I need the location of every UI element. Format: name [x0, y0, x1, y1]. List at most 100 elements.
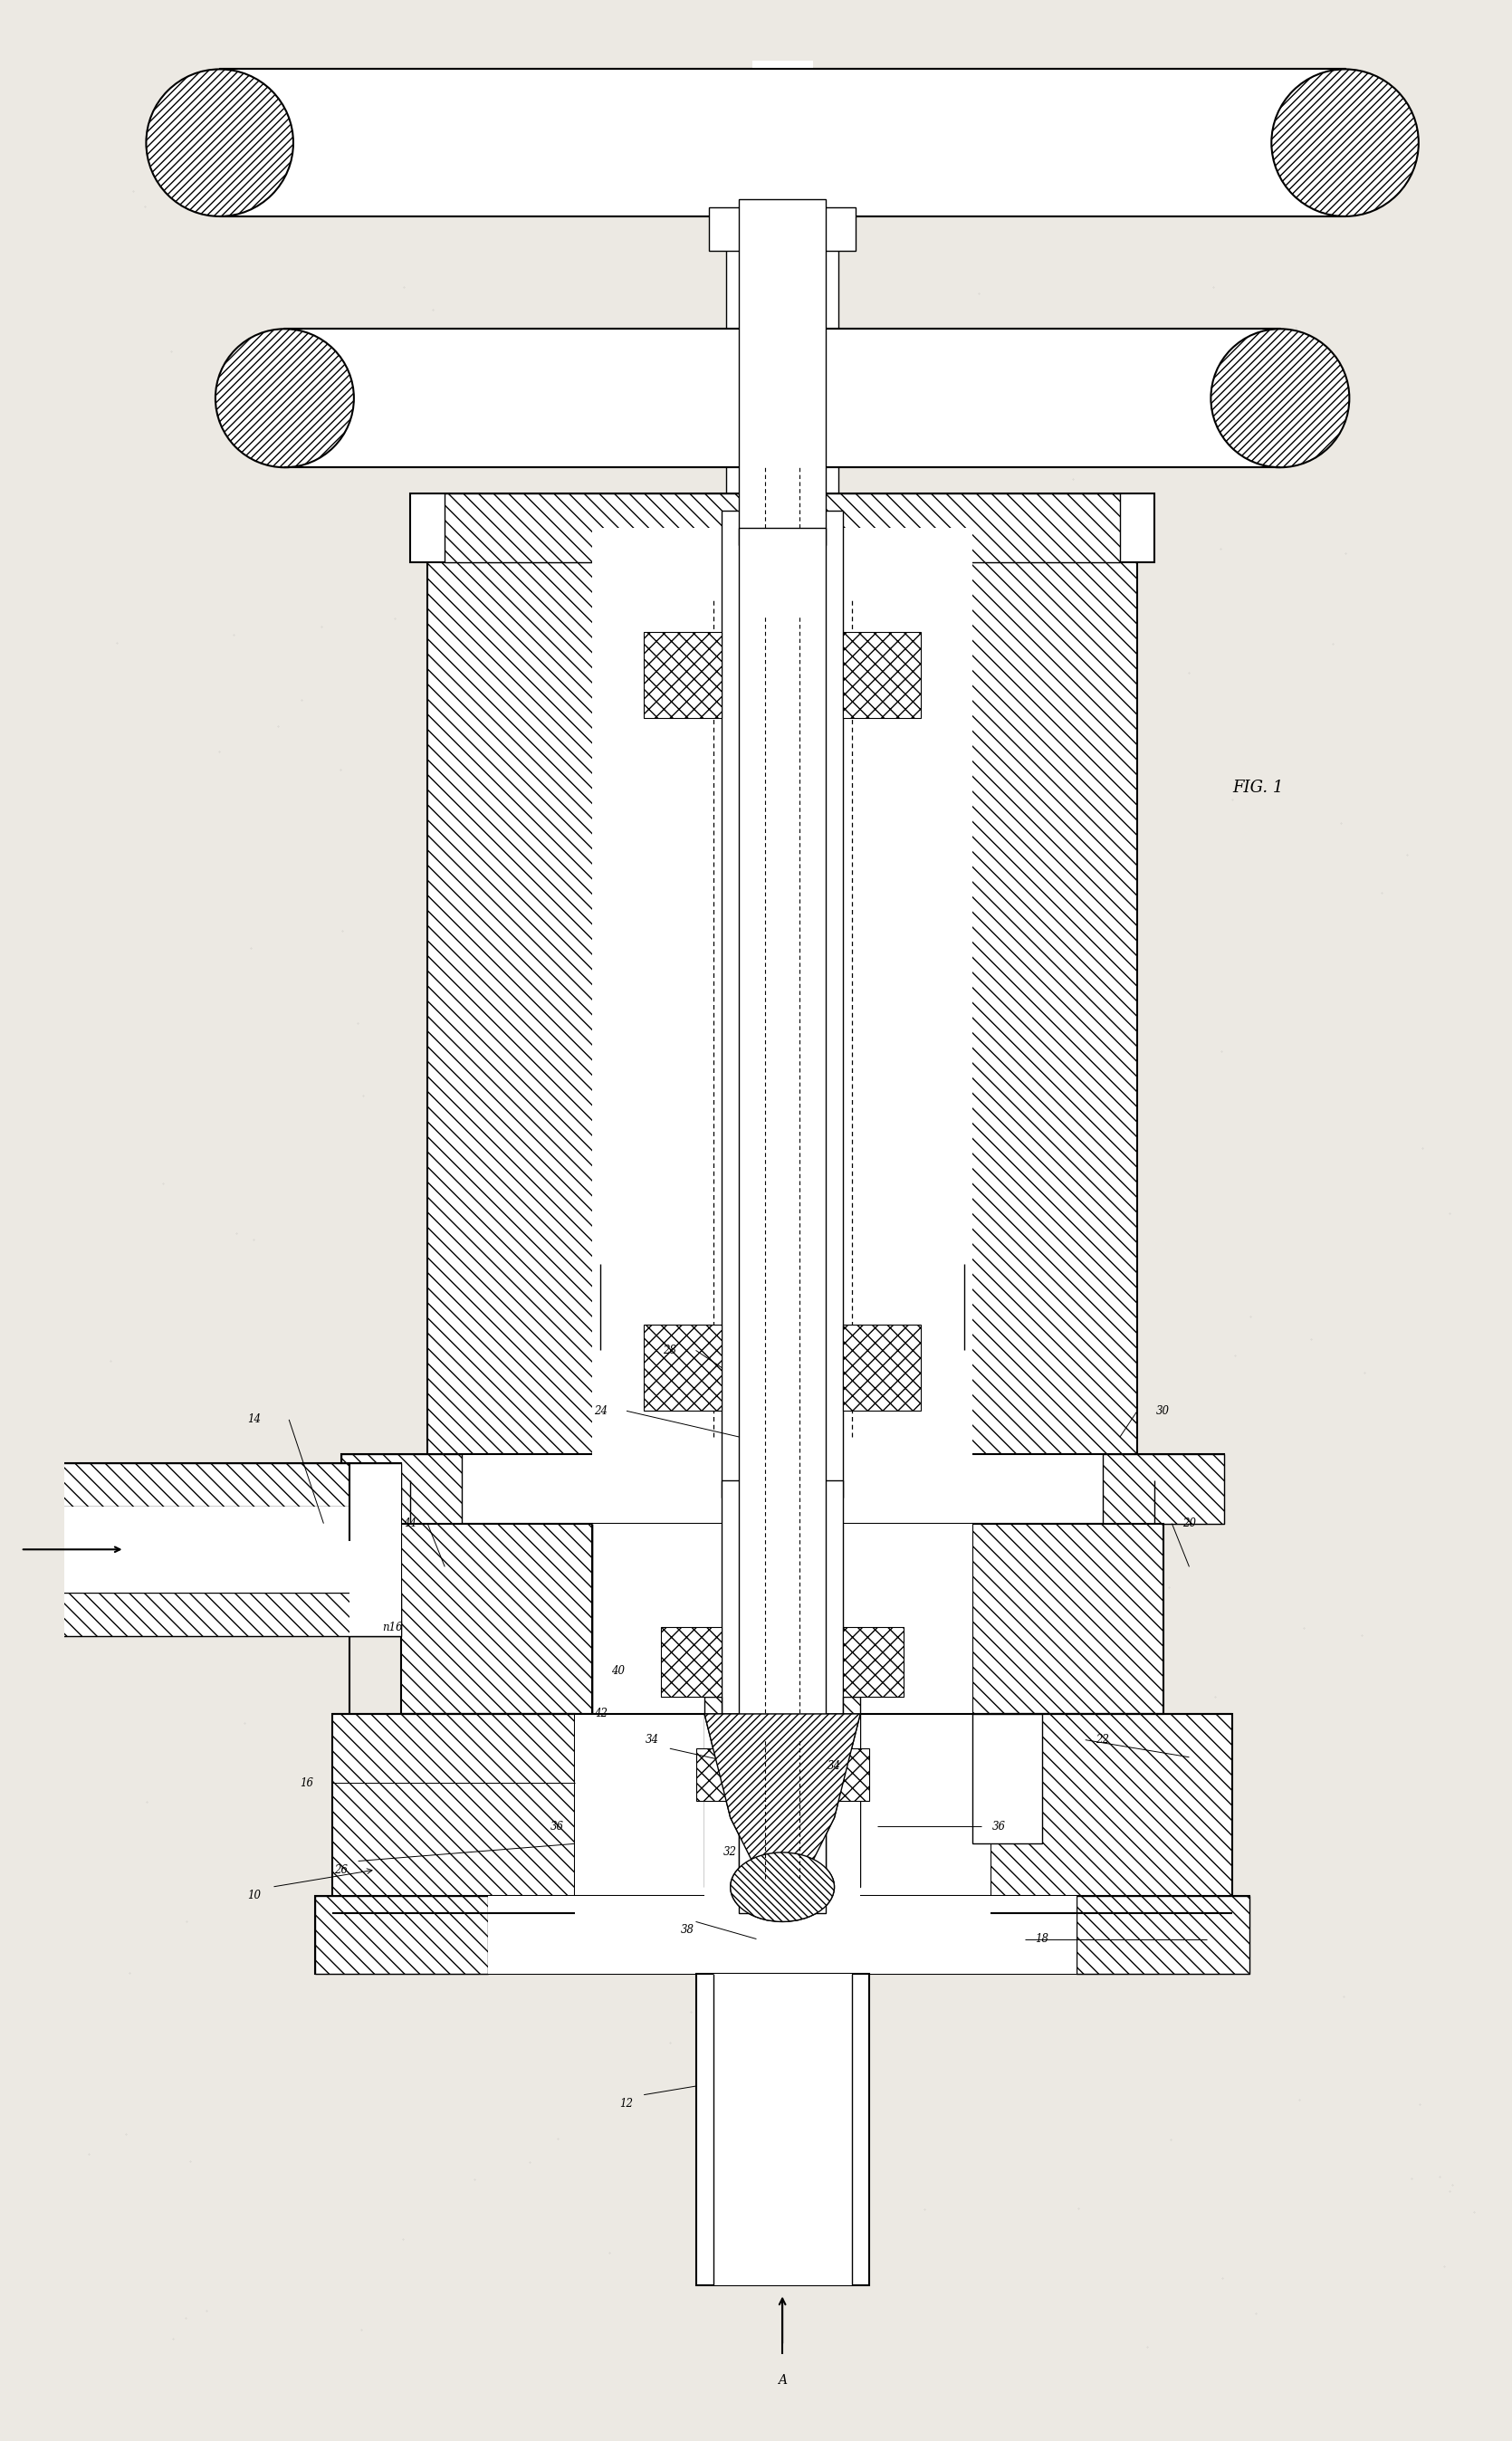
- Point: [969, 1943, 993, 1982]
- Point: [478, 1616, 502, 1655]
- Point: [649, 1457, 673, 1496]
- Point: [1004, 935, 1028, 974]
- Bar: [726, 200, 839, 347]
- Bar: [705, 1714, 860, 1914]
- Point: [1334, 535, 1358, 574]
- Point: [1238, 1296, 1263, 1335]
- Point: [1098, 1618, 1122, 1657]
- Point: [689, 2126, 714, 2165]
- Ellipse shape: [215, 330, 354, 466]
- Point: [1067, 1728, 1092, 1767]
- Point: [104, 622, 129, 662]
- Point: [349, 2309, 373, 2348]
- Point: [121, 171, 145, 210]
- Point: [517, 2143, 541, 2182]
- Point: [933, 1089, 957, 1128]
- Point: [809, 1953, 833, 1992]
- Bar: [284, 330, 1281, 466]
- Point: [452, 871, 476, 910]
- Bar: [709, 207, 856, 251]
- Bar: [739, 527, 826, 1914]
- Point: [289, 681, 313, 720]
- Point: [1102, 1108, 1126, 1147]
- Point: [425, 81, 449, 120]
- Point: [779, 618, 803, 657]
- Point: [1210, 1033, 1234, 1072]
- Text: n16: n16: [383, 1621, 404, 1633]
- Bar: [402, 1523, 591, 1714]
- Point: [789, 2082, 813, 2121]
- Point: [242, 1220, 266, 1260]
- Point: [712, 154, 736, 193]
- Point: [466, 186, 490, 225]
- Point: [77, 2136, 101, 2175]
- Point: [1380, 164, 1405, 203]
- Bar: [1077, 1897, 1250, 1975]
- Point: [233, 1704, 257, 1743]
- Text: 34: 34: [646, 1733, 659, 1745]
- Bar: [661, 1628, 721, 1696]
- Point: [786, 449, 810, 488]
- Bar: [721, 510, 844, 1496]
- Point: [1158, 2121, 1182, 2160]
- Bar: [284, 330, 1281, 466]
- Point: [328, 749, 352, 788]
- Point: [513, 1189, 537, 1228]
- Point: [1321, 625, 1346, 664]
- Bar: [410, 493, 1155, 561]
- Bar: [726, 449, 839, 657]
- Text: 16: 16: [299, 1777, 313, 1789]
- Bar: [705, 1696, 860, 1931]
- Point: [133, 188, 157, 227]
- Point: [913, 2190, 937, 2229]
- Point: [803, 2248, 827, 2287]
- Point: [174, 1902, 198, 1941]
- Point: [178, 2143, 203, 2182]
- Bar: [219, 68, 1346, 217]
- Point: [1157, 408, 1181, 447]
- Point: [98, 1343, 122, 1382]
- Point: [1061, 459, 1086, 498]
- Point: [1394, 835, 1418, 874]
- Ellipse shape: [1211, 330, 1349, 466]
- Text: 26: 26: [334, 1865, 348, 1875]
- Point: [575, 476, 599, 515]
- Point: [194, 2292, 218, 2331]
- Text: 32: 32: [724, 1845, 738, 1858]
- Polygon shape: [705, 1714, 860, 1870]
- Point: [237, 71, 262, 110]
- Point: [528, 503, 552, 542]
- Point: [1176, 654, 1201, 693]
- Point: [160, 2319, 184, 2358]
- Point: [671, 1086, 696, 1125]
- Point: [1244, 2295, 1269, 2334]
- Point: [860, 564, 885, 603]
- Text: 28: 28: [664, 1345, 677, 1357]
- Point: [289, 105, 313, 144]
- Text: 12: 12: [620, 2097, 634, 2109]
- Point: [351, 1076, 375, 1116]
- Point: [1411, 1128, 1435, 1167]
- Point: [1284, 308, 1308, 347]
- Point: [1210, 2258, 1234, 2297]
- Bar: [696, 1975, 869, 2285]
- Bar: [349, 1462, 402, 1635]
- Text: 24: 24: [594, 1406, 608, 1416]
- Text: 20: 20: [1182, 1518, 1196, 1531]
- Point: [679, 1992, 703, 2031]
- Text: 10: 10: [248, 1889, 262, 1902]
- Point: [268, 139, 292, 178]
- Point: [224, 1213, 248, 1252]
- Point: [1204, 1677, 1228, 1716]
- Bar: [696, 1748, 748, 1801]
- Ellipse shape: [730, 1853, 835, 1921]
- Point: [1400, 2158, 1424, 2197]
- Point: [1220, 779, 1244, 818]
- Point: [617, 1457, 641, 1496]
- Point: [463, 2160, 487, 2199]
- Text: 34: 34: [827, 1760, 841, 1772]
- Bar: [445, 493, 1120, 561]
- Point: [325, 427, 349, 466]
- Point: [310, 608, 334, 647]
- Point: [239, 928, 263, 967]
